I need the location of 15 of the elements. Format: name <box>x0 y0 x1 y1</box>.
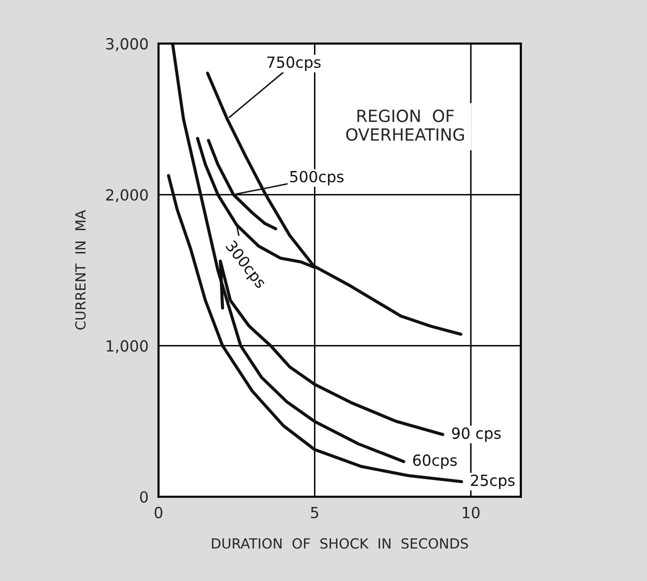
series-label: 90 cps <box>452 427 501 442</box>
series-label: 25cps <box>470 474 515 490</box>
y-tick-label: 1,000 <box>106 340 148 354</box>
y-axis-title: CURRENT IN MA <box>75 210 86 330</box>
y-tick-label: 2,000 <box>106 189 148 202</box>
annotation: REGION OF OVERHEATING <box>346 110 464 141</box>
y-tick-label: 3,000 <box>106 38 148 52</box>
x-axis-title: DURATION OF SHOCK IN SECONDS <box>212 538 468 549</box>
x-tick-label: 0 <box>154 506 162 518</box>
series-label: 60cps <box>413 454 457 469</box>
text: 500cps <box>290 170 344 186</box>
x-tick-label: 10 <box>462 506 480 518</box>
y-tick-label: 0 <box>140 491 148 503</box>
x-tick-label: 5 <box>311 506 318 518</box>
text: 750cps <box>267 56 321 71</box>
